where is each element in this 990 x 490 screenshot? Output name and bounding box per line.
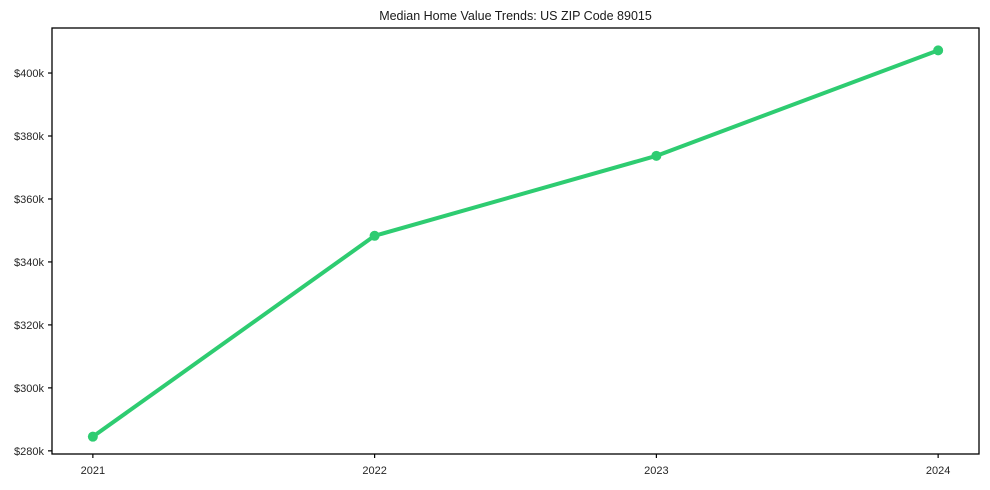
y-tick-label: $340k bbox=[14, 257, 44, 269]
y-tick-label: $280k bbox=[14, 446, 44, 458]
data-point-2024 bbox=[933, 45, 944, 56]
series-median-home-value bbox=[87, 45, 944, 442]
data-point-2023 bbox=[651, 150, 662, 161]
y-tick-label: $300k bbox=[14, 383, 44, 395]
data-point-2021 bbox=[87, 431, 98, 442]
y-tick-label: $380k bbox=[14, 131, 44, 143]
plot-border bbox=[51, 27, 980, 455]
x-tick-label: 2023 bbox=[644, 465, 668, 477]
x-tick-label: 2022 bbox=[362, 465, 386, 477]
x-tick-label: 2021 bbox=[81, 465, 105, 477]
axes: $280k $300k $320k $340k $360k $380k $400k 2021 2… bbox=[14, 68, 950, 477]
x-tick-label: 2024 bbox=[926, 465, 950, 477]
trend-line bbox=[90, 48, 941, 439]
y-tick-label: $320k bbox=[14, 320, 44, 332]
y-tick-label: $400k bbox=[14, 68, 44, 80]
chart-title: Median Home Value Trends: US ZIP Code 89… bbox=[379, 9, 652, 23]
data-point-2022 bbox=[369, 230, 380, 241]
y-tick-label: $360k bbox=[14, 194, 44, 206]
